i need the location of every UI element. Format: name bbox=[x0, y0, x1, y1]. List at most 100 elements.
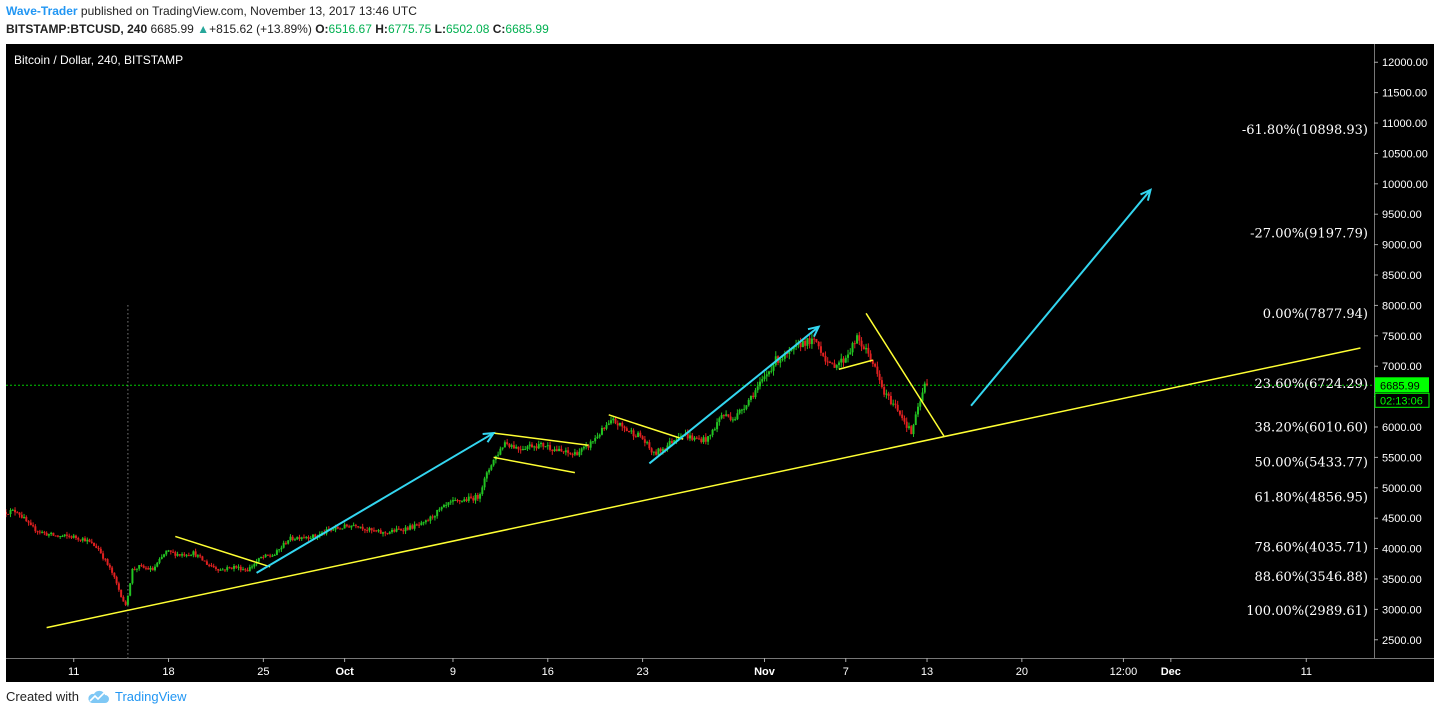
y-tick-label: 9500.00 bbox=[1382, 209, 1422, 221]
candle-body bbox=[521, 449, 524, 451]
candle-body bbox=[693, 437, 696, 440]
candle-body bbox=[501, 447, 504, 449]
candle-body bbox=[465, 499, 468, 501]
candle-body bbox=[792, 346, 795, 350]
candle-body bbox=[749, 395, 752, 400]
candle-body bbox=[43, 531, 46, 533]
candle-body bbox=[50, 532, 53, 535]
candle-body bbox=[808, 338, 811, 345]
symbol-label: BITSTAMP:BTCUSD, 240 bbox=[6, 22, 148, 36]
candle-body bbox=[187, 555, 190, 557]
candle-body bbox=[549, 445, 552, 450]
y-tick-label: 8000.00 bbox=[1382, 300, 1422, 312]
candle-body bbox=[526, 446, 529, 450]
candle-body bbox=[458, 500, 461, 502]
candle-body bbox=[503, 442, 506, 448]
candle-body bbox=[388, 532, 391, 534]
candle-body bbox=[126, 595, 129, 605]
candle-body bbox=[266, 554, 269, 556]
candle-body bbox=[427, 520, 430, 522]
fib-level-label: -61.80%(10898.93) bbox=[1242, 123, 1368, 138]
candle-body bbox=[11, 509, 14, 511]
candle-body bbox=[140, 565, 143, 567]
y-tick-label: 10500.00 bbox=[1382, 148, 1428, 160]
tradingview-cloud-icon bbox=[88, 690, 109, 703]
candle-body bbox=[131, 568, 134, 584]
x-tick-label: Oct bbox=[335, 666, 354, 678]
author-link[interactable]: Wave-Trader bbox=[6, 4, 78, 18]
candle-body bbox=[113, 572, 116, 577]
candle-body bbox=[698, 438, 701, 440]
candle-body bbox=[856, 335, 859, 344]
x-tick-label: 11 bbox=[1301, 666, 1312, 678]
candle-body bbox=[768, 371, 771, 375]
candle-body bbox=[47, 534, 50, 536]
candle-body bbox=[926, 383, 929, 385]
price-tag-bg bbox=[1375, 377, 1429, 393]
candle-body bbox=[433, 516, 436, 518]
open-value: 6516.67 bbox=[328, 22, 372, 36]
candle-body bbox=[400, 529, 403, 531]
candle-body bbox=[537, 444, 540, 449]
candle-body bbox=[772, 365, 775, 371]
candle-body bbox=[456, 500, 459, 502]
candle-body bbox=[907, 426, 910, 428]
high-value: 6775.75 bbox=[387, 22, 432, 36]
candle-body bbox=[765, 374, 768, 377]
tradingview-link[interactable]: TradingView bbox=[114, 689, 187, 704]
candle-body bbox=[289, 536, 292, 541]
candle-body bbox=[463, 499, 466, 502]
candle-body bbox=[600, 427, 603, 435]
candle-body bbox=[77, 538, 80, 540]
candle-body bbox=[734, 419, 737, 421]
candle-body bbox=[752, 395, 755, 398]
candle-body bbox=[519, 449, 522, 451]
candle-body bbox=[894, 403, 897, 405]
candle-body bbox=[695, 437, 698, 439]
candle-body bbox=[555, 449, 558, 452]
candle-body bbox=[835, 365, 838, 368]
candle-body bbox=[235, 566, 238, 568]
candle-body bbox=[264, 554, 267, 557]
fib-level-label: 38.20%(6010.60) bbox=[1255, 420, 1368, 435]
candle-body bbox=[499, 448, 502, 455]
candle-body bbox=[598, 434, 601, 437]
candle-body bbox=[117, 583, 120, 590]
candle-body bbox=[68, 535, 71, 537]
candle-body bbox=[745, 405, 748, 409]
candle-body bbox=[409, 525, 412, 530]
candle-body bbox=[700, 438, 703, 443]
candle-body bbox=[287, 540, 290, 544]
candle-body bbox=[664, 448, 667, 450]
candle-body bbox=[867, 347, 870, 354]
candle-body bbox=[607, 423, 610, 426]
candle-body bbox=[34, 526, 37, 532]
candle-body bbox=[251, 566, 254, 568]
candle-body bbox=[758, 381, 761, 387]
x-tick-label: 13 bbox=[921, 666, 933, 678]
candle-body bbox=[639, 432, 642, 437]
candle-body bbox=[826, 361, 829, 363]
candle-body bbox=[429, 516, 432, 521]
candle-body bbox=[810, 338, 813, 345]
candle-body bbox=[257, 558, 260, 562]
candle-body bbox=[691, 435, 694, 440]
price-chart[interactable]: 2500.00 3000.00 3500.00 4000.00 4500.00 5000.… bbox=[6, 44, 1434, 682]
candle-body bbox=[815, 339, 818, 342]
candle-body bbox=[481, 487, 484, 495]
candle-body bbox=[350, 525, 353, 528]
candle-body bbox=[138, 565, 141, 569]
candle-body bbox=[93, 542, 96, 546]
candle-body bbox=[86, 539, 89, 542]
candle-body bbox=[284, 542, 287, 544]
candle-body bbox=[865, 347, 868, 350]
candle-body bbox=[402, 530, 405, 532]
candle-body bbox=[99, 548, 102, 554]
candle-body bbox=[616, 423, 619, 426]
candle-body bbox=[359, 526, 362, 528]
candle-body bbox=[625, 428, 628, 431]
y-tick-label: 2500.00 bbox=[1382, 635, 1422, 647]
fib-level-label: 50.00%(5433.77) bbox=[1255, 455, 1368, 470]
candle-body bbox=[546, 445, 549, 447]
candle-body bbox=[142, 565, 145, 568]
